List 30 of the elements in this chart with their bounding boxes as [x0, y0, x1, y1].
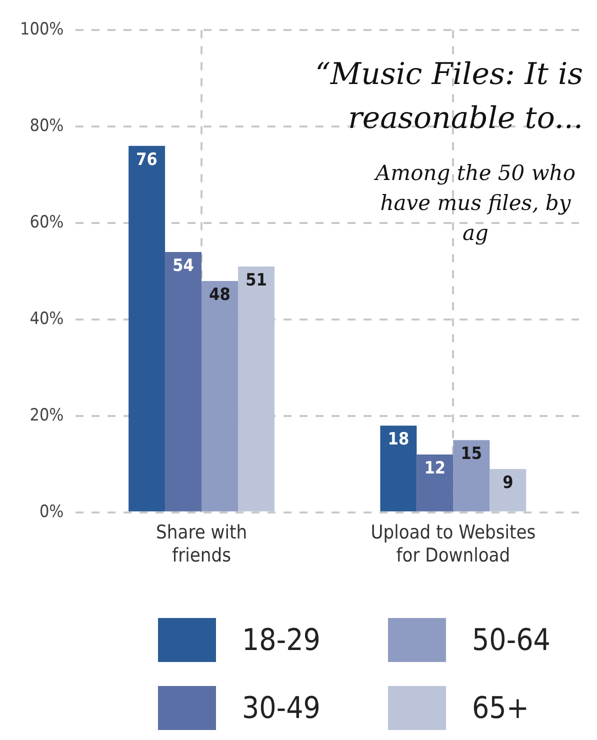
bar	[453, 440, 490, 512]
x-tick-label: Upload to Websites for Download	[370, 522, 536, 567]
legend-label: 18-29	[242, 622, 320, 658]
text: Among the 50 who have mus files, by ag	[376, 161, 576, 245]
y-tick-label: 60%	[30, 212, 64, 232]
bar	[416, 454, 454, 512]
legend-label: 30-49	[242, 690, 320, 726]
bar	[238, 266, 275, 512]
y-tick-label: 20%	[30, 405, 64, 426]
bar	[128, 146, 166, 512]
y-tick-label: 100%	[20, 20, 64, 40]
data-label: 15	[460, 444, 482, 464]
y-tick-label: 0%	[39, 502, 64, 522]
data-label: 48	[209, 284, 230, 305]
data-label: 51	[246, 270, 267, 290]
legend-label: 50-64	[472, 622, 550, 658]
bar	[490, 469, 526, 512]
data-label: 76	[136, 150, 158, 170]
x-tick-label: Share with friends	[156, 522, 248, 567]
data-label: 9	[502, 472, 514, 493]
bar	[202, 280, 238, 512]
data-label: 18	[388, 430, 410, 450]
y-tick-label: 80%	[30, 116, 64, 136]
y-tick-label: 40%	[30, 308, 64, 329]
bar	[165, 252, 202, 512]
data-label: 54	[172, 256, 194, 276]
legend-label: 65+	[472, 690, 529, 726]
bar	[380, 426, 417, 512]
data-label: 12	[424, 458, 446, 478]
text: “Music Files: It is reasonable to...	[315, 57, 583, 136]
